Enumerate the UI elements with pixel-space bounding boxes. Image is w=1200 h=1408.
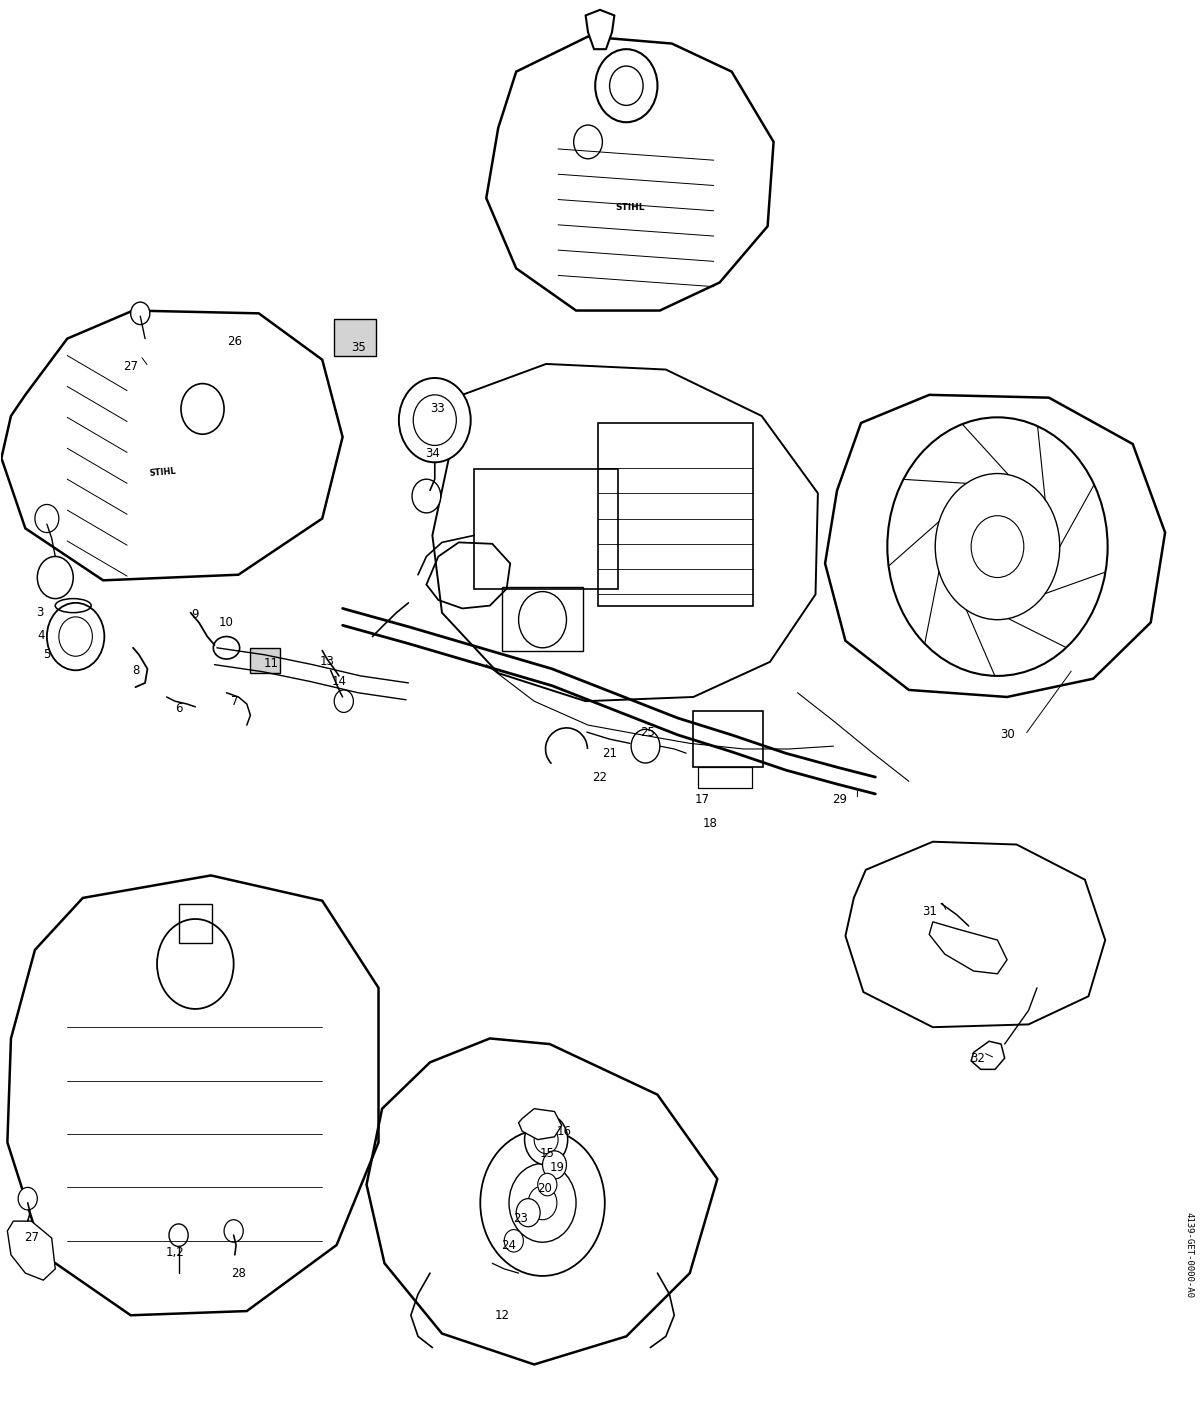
Text: 16: 16 — [557, 1125, 571, 1138]
Text: 5: 5 — [43, 648, 50, 662]
Circle shape — [18, 1187, 37, 1209]
Circle shape — [935, 473, 1060, 620]
Circle shape — [169, 1224, 188, 1246]
Text: 11: 11 — [263, 656, 278, 670]
Circle shape — [35, 504, 59, 532]
Text: STIHL: STIHL — [149, 466, 176, 477]
Text: 10: 10 — [220, 615, 234, 629]
Circle shape — [538, 1173, 557, 1195]
Polygon shape — [971, 1042, 1004, 1069]
Bar — [335, 320, 376, 355]
Text: 27: 27 — [124, 360, 138, 373]
Circle shape — [542, 1150, 566, 1178]
Circle shape — [398, 377, 470, 462]
Text: 30: 30 — [1000, 728, 1014, 742]
Bar — [598, 422, 754, 605]
Text: 4: 4 — [37, 628, 44, 642]
Bar — [251, 648, 281, 673]
Circle shape — [224, 1219, 244, 1242]
Text: 26: 26 — [227, 335, 242, 348]
Polygon shape — [7, 1221, 55, 1280]
Bar — [179, 904, 212, 943]
Text: 1,2: 1,2 — [166, 1246, 185, 1259]
Text: 24: 24 — [502, 1239, 516, 1252]
Circle shape — [47, 603, 104, 670]
Text: 32: 32 — [970, 1052, 984, 1064]
Circle shape — [131, 303, 150, 325]
Bar — [502, 587, 583, 650]
Circle shape — [610, 66, 643, 106]
Circle shape — [528, 1186, 557, 1219]
Text: 28: 28 — [232, 1267, 246, 1280]
Bar — [694, 711, 763, 767]
Circle shape — [971, 515, 1024, 577]
Text: 23: 23 — [514, 1212, 528, 1225]
Text: 35: 35 — [350, 341, 366, 353]
Circle shape — [631, 729, 660, 763]
Circle shape — [516, 1198, 540, 1226]
Text: 27: 27 — [24, 1232, 38, 1245]
Text: 34: 34 — [425, 448, 440, 460]
Text: 6: 6 — [175, 701, 182, 715]
Circle shape — [335, 690, 353, 712]
Circle shape — [181, 383, 224, 434]
Text: 21: 21 — [602, 746, 617, 760]
Text: 22: 22 — [593, 770, 607, 784]
Text: 17: 17 — [695, 793, 709, 805]
Text: 3: 3 — [36, 607, 43, 620]
Text: 8: 8 — [132, 663, 139, 677]
Polygon shape — [518, 1108, 562, 1139]
Circle shape — [480, 1129, 605, 1276]
Text: 9: 9 — [192, 608, 199, 621]
Circle shape — [509, 1163, 576, 1242]
Circle shape — [37, 556, 73, 598]
Text: 19: 19 — [550, 1162, 564, 1174]
Text: 15: 15 — [540, 1148, 554, 1160]
Circle shape — [534, 1125, 558, 1153]
Text: 12: 12 — [494, 1309, 509, 1322]
Circle shape — [518, 591, 566, 648]
Circle shape — [504, 1229, 523, 1252]
Circle shape — [412, 479, 440, 513]
Text: 29: 29 — [832, 793, 847, 805]
Text: 33: 33 — [430, 403, 444, 415]
Circle shape — [59, 617, 92, 656]
Text: 31: 31 — [922, 905, 937, 918]
Text: 13: 13 — [319, 655, 335, 669]
Bar — [698, 767, 752, 788]
Text: STIHL: STIHL — [616, 204, 644, 213]
Circle shape — [413, 394, 456, 445]
Circle shape — [157, 919, 234, 1010]
Polygon shape — [586, 10, 614, 49]
Circle shape — [595, 49, 658, 122]
Text: 18: 18 — [703, 817, 718, 829]
Bar — [474, 469, 618, 589]
Circle shape — [574, 125, 602, 159]
Text: 4139-GET-0000-A0: 4139-GET-0000-A0 — [1184, 1212, 1194, 1298]
Text: 14: 14 — [331, 674, 347, 689]
Text: 7: 7 — [232, 694, 239, 708]
Circle shape — [524, 1114, 568, 1164]
Circle shape — [887, 417, 1108, 676]
Polygon shape — [929, 922, 1007, 974]
Text: 20: 20 — [538, 1183, 552, 1195]
Text: 25: 25 — [641, 725, 655, 739]
